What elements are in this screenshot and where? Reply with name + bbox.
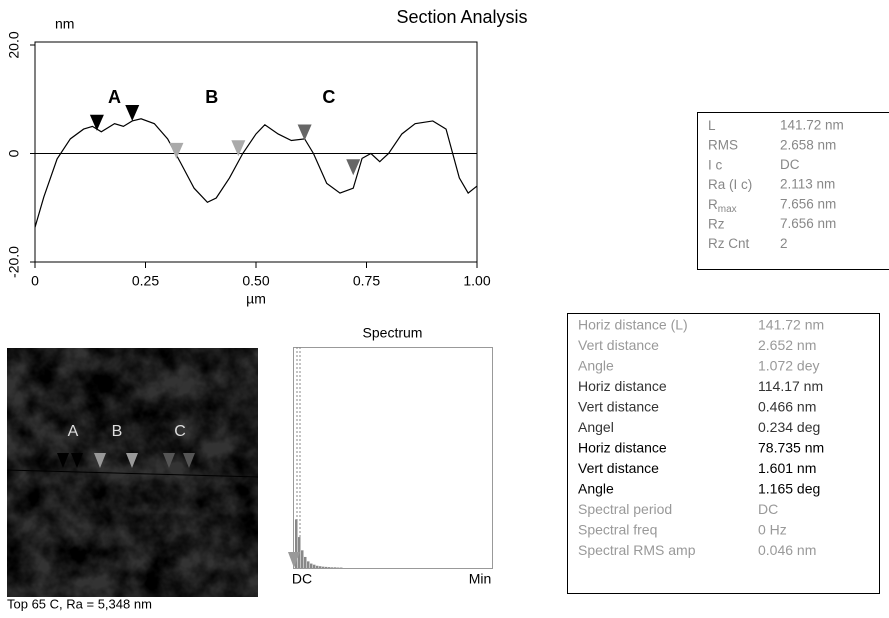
stats-label: Rz xyxy=(708,216,725,231)
stats-label-text: Rz xyxy=(708,216,725,231)
x-tick-label: 1.00 xyxy=(463,273,490,289)
stats-label-text: Rz Cnt xyxy=(708,236,750,251)
x-axis-label: µm xyxy=(246,291,266,307)
spectrum-frame xyxy=(294,348,493,569)
cursor-marker xyxy=(90,115,104,131)
measure-label: Vert distance xyxy=(578,399,659,415)
spectrum-bar xyxy=(322,567,325,568)
measure-value: 1.165 deg xyxy=(758,481,820,497)
annotation: A xyxy=(108,87,121,107)
stats-label-sub: max xyxy=(718,203,737,214)
measure-value: DC xyxy=(758,501,778,517)
y-tick-label: 20.0 xyxy=(6,31,22,58)
x-tick-label: 0 xyxy=(31,273,39,289)
stats-label: Ra (I c) xyxy=(708,177,752,192)
spectrum-bar xyxy=(319,566,322,568)
measure-label: Angle xyxy=(578,358,614,374)
spectrum-bar xyxy=(307,561,310,568)
measure-value: 114.17 nm xyxy=(758,378,823,394)
measure-value: 141.72 nm xyxy=(758,317,824,333)
stats-value: 141.72 nm xyxy=(780,118,844,133)
stats-label-text: I c xyxy=(708,157,723,172)
measure-label: Spectral period xyxy=(578,501,672,517)
stats-value: 2 xyxy=(780,236,788,251)
spectrum-bar xyxy=(316,566,319,568)
spectrum-bar xyxy=(334,567,337,568)
y-tick-label: 0 xyxy=(6,149,22,157)
measure-label: Angel xyxy=(578,419,614,435)
x-tick-label: 0.75 xyxy=(353,273,380,289)
cursor-marker xyxy=(125,105,139,121)
stats-label-text: Ra (I c) xyxy=(708,177,752,192)
profile-line xyxy=(35,119,477,228)
stats-value: DC xyxy=(780,157,800,172)
stats-value: 2.113 nm xyxy=(780,177,835,192)
measure-label: Vert distance xyxy=(578,337,659,353)
measure-label: Angle xyxy=(578,481,614,497)
annotation: C xyxy=(322,87,335,107)
annotation: B xyxy=(205,87,218,107)
spectrum-end: Min xyxy=(469,571,492,587)
stats-label: Rz Cnt xyxy=(708,236,750,251)
x-tick-label: 0.50 xyxy=(242,273,269,289)
measure-label: Horiz distance xyxy=(578,440,667,456)
measure-label: Horiz distance (L) xyxy=(578,317,688,333)
spectrum-bar xyxy=(328,567,331,568)
measure-value: 2.652 nm xyxy=(758,337,816,353)
spectrum-bar xyxy=(331,567,334,568)
stats-label-text: R xyxy=(708,196,718,211)
stats-value: 2.658 nm xyxy=(780,137,836,152)
stats-label: RMS xyxy=(708,137,738,152)
page-title: Section Analysis xyxy=(396,7,527,27)
stats-label: Rmax xyxy=(708,196,737,214)
measure-value: 0.466 nm xyxy=(758,399,816,415)
afm-label: A xyxy=(68,423,79,440)
spectrum-start: DC xyxy=(292,571,312,587)
y-tick-label: -20.0 xyxy=(6,246,22,278)
stats-label-text: RMS xyxy=(708,137,738,152)
spectrum-bar xyxy=(313,565,316,568)
measure-label: Vert distance xyxy=(578,460,659,476)
measure-label: Spectral RMS amp xyxy=(578,542,696,558)
measure-value: 0.046 nm xyxy=(758,542,816,558)
stats-label-text: L xyxy=(708,118,716,133)
spectrum-bar xyxy=(310,564,313,568)
afm-texture xyxy=(7,348,258,597)
x-tick-label: 0.25 xyxy=(132,273,159,289)
spectrum-bar xyxy=(301,550,304,568)
measure-label: Spectral freq xyxy=(578,522,657,538)
measure-value: 1.072 dey xyxy=(758,358,820,374)
plot-frame xyxy=(35,42,477,262)
image-caption: Top 65 C, Ra = 5,348 nm xyxy=(7,596,152,611)
measure-value: 78.735 nm xyxy=(758,440,824,456)
stats-label: L xyxy=(708,118,716,133)
spectrum-bar xyxy=(325,567,328,568)
stats-label: I c xyxy=(708,157,723,172)
stats-value: 7.656 nm xyxy=(780,216,836,231)
afm-label: C xyxy=(174,423,186,440)
spectrum-bar xyxy=(304,557,307,568)
afm-label: B xyxy=(112,423,123,440)
measure-value: 0 Hz xyxy=(758,522,787,538)
measure-value: 1.601 nm xyxy=(758,460,816,476)
cursor-marker xyxy=(298,124,312,140)
cursor-marker xyxy=(169,143,183,159)
y-axis-label: nm xyxy=(55,16,74,32)
spectrum-title: Spectrum xyxy=(363,325,423,341)
measure-label: Horiz distance xyxy=(578,378,667,394)
measure-value: 0.234 deg xyxy=(758,419,820,435)
stats-value: 7.656 nm xyxy=(780,196,836,211)
